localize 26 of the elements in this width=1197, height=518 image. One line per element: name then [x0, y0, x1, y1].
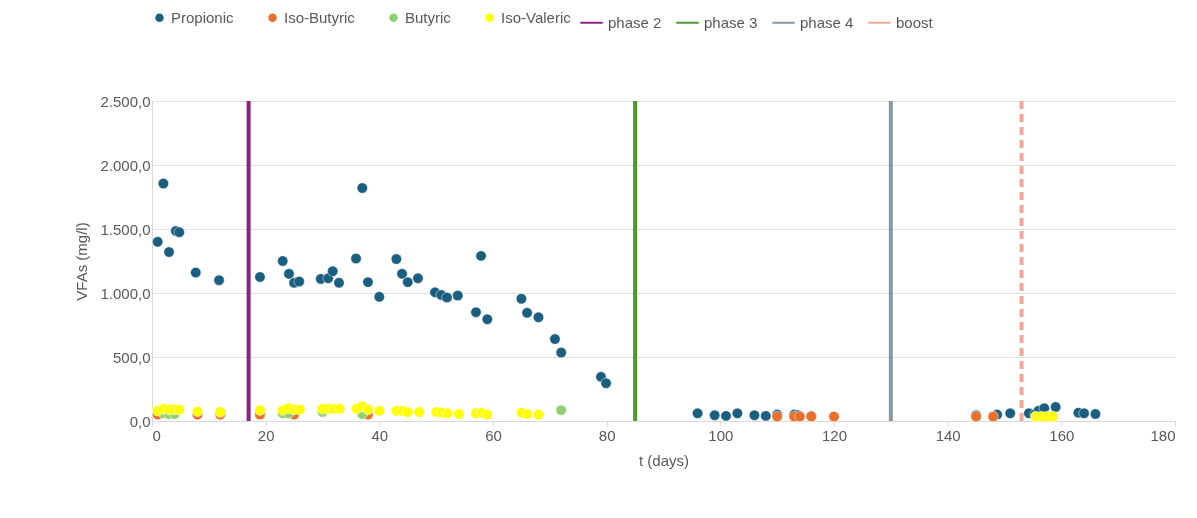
legend-label: Iso-Valeric: [501, 8, 572, 26]
legend-label: Iso-Butyric: [284, 8, 356, 26]
x-tick-label: 20: [257, 426, 275, 444]
y-tick-label: 1.000,0: [100, 284, 151, 302]
x-tick-label: 160: [1049, 426, 1075, 444]
y-tick-label: 0,0: [129, 412, 151, 430]
y-tick-label: 2.500,0: [100, 92, 151, 110]
legend-label: Propionic: [171, 8, 235, 26]
legend-label: Butyric: [405, 8, 452, 26]
x-tick-label: 0: [152, 426, 161, 444]
x-tick-label: 40: [371, 426, 389, 444]
legend-label: boost: [896, 13, 934, 31]
x-tick-label: 100: [708, 426, 734, 444]
x-tick-label: 80: [598, 426, 616, 444]
x-tick-label: 120: [821, 426, 848, 444]
x-tick-label: 60: [485, 426, 502, 444]
y-tick-label: 2.000,0: [100, 156, 151, 174]
legend-label: phase 3: [704, 13, 758, 31]
legend-label: phase 4: [800, 13, 854, 31]
x-tick-label: 140: [935, 426, 961, 444]
y-tick-label: 1.500,0: [100, 220, 151, 238]
y-axis-title: VFAs (mg/l): [73, 222, 91, 301]
legend-label: phase 2: [608, 13, 662, 31]
x-axis-title: t (days): [638, 451, 690, 469]
x-tick-label: 180: [1150, 426, 1176, 444]
y-tick-label: 500,0: [112, 348, 151, 366]
